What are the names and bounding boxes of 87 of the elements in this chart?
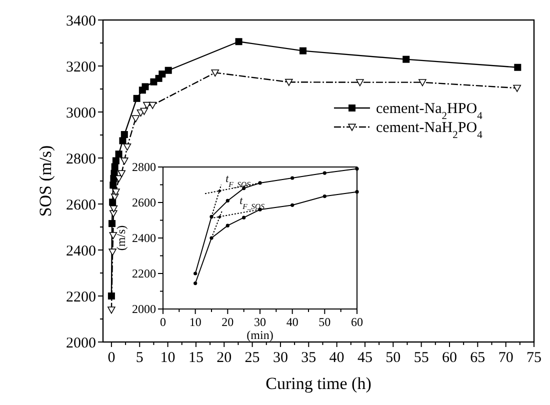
y-axis-title: SOS (m/s) <box>36 145 55 217</box>
point <box>194 281 198 286</box>
point <box>148 102 156 109</box>
point <box>258 181 262 185</box>
x-tick-label: 5 <box>136 350 144 366</box>
y-tick-label: 2000 <box>132 302 156 316</box>
x-tick-label: 70 <box>498 350 514 366</box>
x-tick-label: 15 <box>188 350 204 366</box>
y-tick-label: 3000 <box>66 105 96 122</box>
x-tick-label: 35 <box>301 350 316 366</box>
point <box>112 188 120 196</box>
point <box>355 190 359 194</box>
x-tick-label: 50 <box>386 350 401 366</box>
point <box>108 248 116 256</box>
point <box>235 38 242 46</box>
point <box>123 144 132 151</box>
y-tick-label: 2600 <box>66 197 96 214</box>
legend-label: cement-Na$_{2}$HPO$_{4}$ <box>376 101 484 122</box>
y-tick-label: 2200 <box>66 289 96 306</box>
point <box>290 203 294 207</box>
x-tick-label: 10 <box>189 315 202 329</box>
x-tick-label: 0 <box>160 315 166 329</box>
y-tick-label: 3200 <box>66 59 96 76</box>
annotation: t$_{F_SOS}$ <box>226 172 251 188</box>
point <box>158 70 166 78</box>
point <box>108 306 116 314</box>
point <box>242 216 246 220</box>
y-tick-label: 3400 <box>66 13 96 30</box>
point <box>132 115 140 122</box>
x-tick-label: 40 <box>286 315 298 329</box>
point <box>140 108 148 115</box>
point <box>112 157 120 164</box>
x-tick-label: 25 <box>244 350 260 366</box>
point <box>355 166 359 171</box>
point <box>290 176 294 180</box>
y-tick-label: 2800 <box>66 151 96 168</box>
x-tick-label: 50 <box>318 315 331 329</box>
point <box>143 102 151 109</box>
y-tick-label: 2000 <box>66 335 96 352</box>
point <box>210 236 214 240</box>
point <box>211 69 220 77</box>
point <box>300 47 307 54</box>
point <box>110 205 118 212</box>
x-tick-label: 45 <box>357 350 372 366</box>
x-tick-label: 60 <box>351 315 363 329</box>
point <box>513 84 521 92</box>
point <box>322 194 326 198</box>
point <box>402 56 410 63</box>
point <box>356 79 364 86</box>
x-tick-label: 20 <box>222 315 234 329</box>
point <box>218 189 222 193</box>
point <box>514 64 522 71</box>
point <box>218 215 222 219</box>
point <box>322 171 326 175</box>
point <box>285 78 293 86</box>
x-tick-label: 40 <box>329 350 344 366</box>
x-tick-label: 10 <box>160 350 176 366</box>
y-tick-label: 2800 <box>132 160 156 174</box>
y-tick-label: 2200 <box>132 266 156 281</box>
legend-label: cement-NaH$_{2}$PO$_{4}$ <box>376 120 484 140</box>
point <box>226 224 230 228</box>
x-tick-label: 20 <box>216 350 232 366</box>
y-tick-label: 2400 <box>132 231 156 246</box>
y-axis-title: (m/s) <box>114 225 128 251</box>
annotation: t$_{F_SOS}$ <box>240 195 265 211</box>
x-axis-title: (min) <box>246 328 274 342</box>
point <box>120 158 128 165</box>
point <box>120 131 128 138</box>
point <box>133 94 140 102</box>
x-tick-label: 65 <box>470 350 486 366</box>
point <box>226 198 230 203</box>
point <box>115 150 122 158</box>
point <box>418 79 426 86</box>
point <box>118 170 126 178</box>
y-tick-label: 2600 <box>132 196 156 210</box>
x-tick-label: 55 <box>414 350 429 366</box>
x-axis-title: Curing time (h) <box>266 374 372 393</box>
x-tick-label: 0 <box>108 350 116 366</box>
point <box>110 182 117 189</box>
x-tick-label: 30 <box>254 315 266 329</box>
y-tick-label: 2400 <box>66 243 96 260</box>
x-tick-label: 75 <box>526 350 542 366</box>
point <box>142 83 149 90</box>
x-tick-label: 30 <box>272 350 288 366</box>
point <box>164 66 172 74</box>
x-tick-label: 60 <box>442 350 457 366</box>
point <box>194 272 198 276</box>
